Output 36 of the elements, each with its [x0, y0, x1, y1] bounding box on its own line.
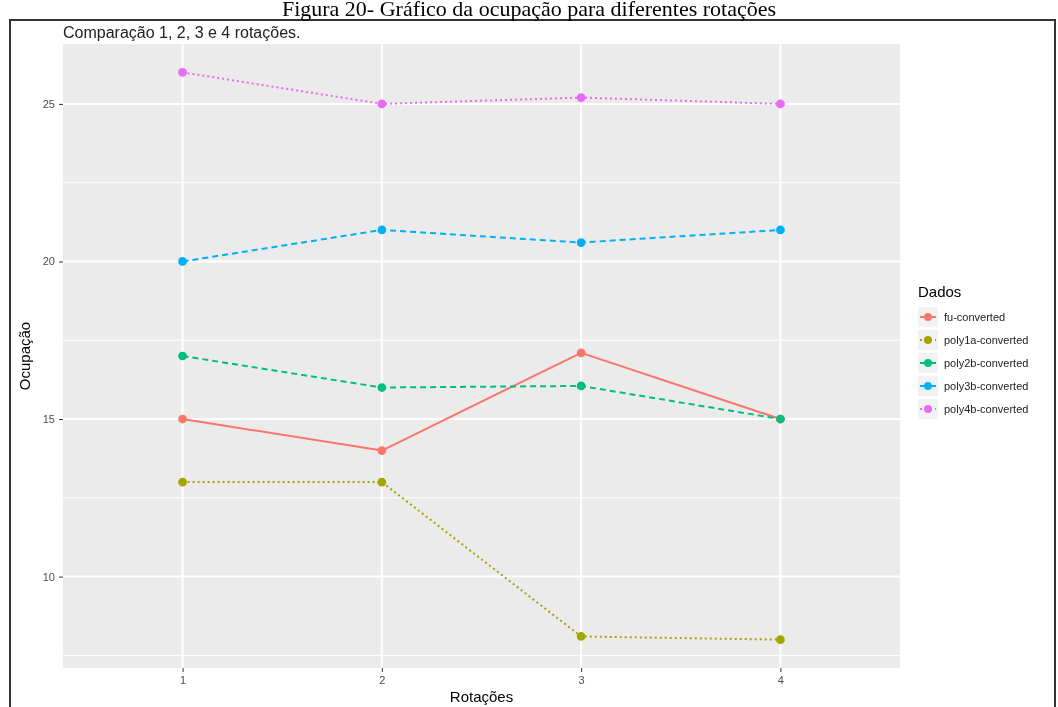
point: [776, 635, 785, 644]
point: [178, 257, 187, 266]
x-axis-title: Rotações: [449, 688, 514, 705]
point: [576, 93, 586, 102]
x-tick-label: 2: [379, 673, 386, 686]
point: [377, 477, 387, 487]
point: [776, 99, 785, 109]
point: [776, 225, 785, 235]
point: [576, 381, 586, 391]
point: [377, 225, 387, 235]
y-tick-label: 10: [42, 570, 55, 583]
point: [576, 348, 586, 358]
point: [178, 68, 187, 77]
chart-subtitle: Comparação 1, 2, 3 e 4 rotações.: [63, 24, 301, 41]
legend-label: poly4b-converted: [944, 403, 1029, 415]
point: [377, 383, 387, 392]
y-tick-label: 15: [42, 413, 55, 426]
y-tick-label: 20: [42, 255, 55, 268]
x-tick-label: 1: [180, 673, 187, 686]
y-axis-title: Ocupação: [16, 321, 33, 391]
legend-label: poly1a-converted: [944, 334, 1029, 346]
point: [178, 351, 187, 361]
legend-label: fu-converted: [944, 311, 1006, 323]
legend-label: poly3b-converted: [944, 380, 1029, 392]
point: [576, 238, 586, 247]
point: [377, 99, 387, 109]
point: [377, 446, 387, 455]
x-tick-label: 4: [777, 673, 784, 686]
point: [178, 414, 187, 424]
y-tick-label: 25: [42, 97, 55, 110]
legend-title: Dados: [918, 283, 962, 300]
chart-title: Figura 20- Gráfico da ocupação para diferentes rotações: [281, 0, 777, 21]
x-tick-label: 3: [578, 673, 585, 686]
point: [178, 477, 187, 487]
point: [576, 632, 586, 641]
legend-label: poly2b-converted: [944, 357, 1029, 369]
